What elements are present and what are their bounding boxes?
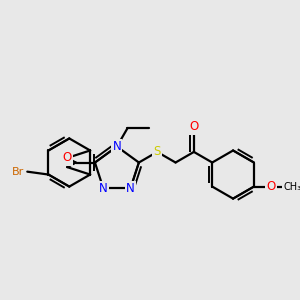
Text: N: N	[99, 182, 108, 195]
Text: Br: Br	[11, 167, 24, 177]
Text: O: O	[63, 152, 72, 164]
Text: N: N	[112, 140, 121, 153]
Text: N: N	[126, 182, 135, 195]
Text: O: O	[189, 120, 199, 134]
Text: S: S	[154, 146, 161, 158]
Text: O: O	[267, 180, 276, 193]
Text: CH₃: CH₃	[284, 182, 300, 192]
